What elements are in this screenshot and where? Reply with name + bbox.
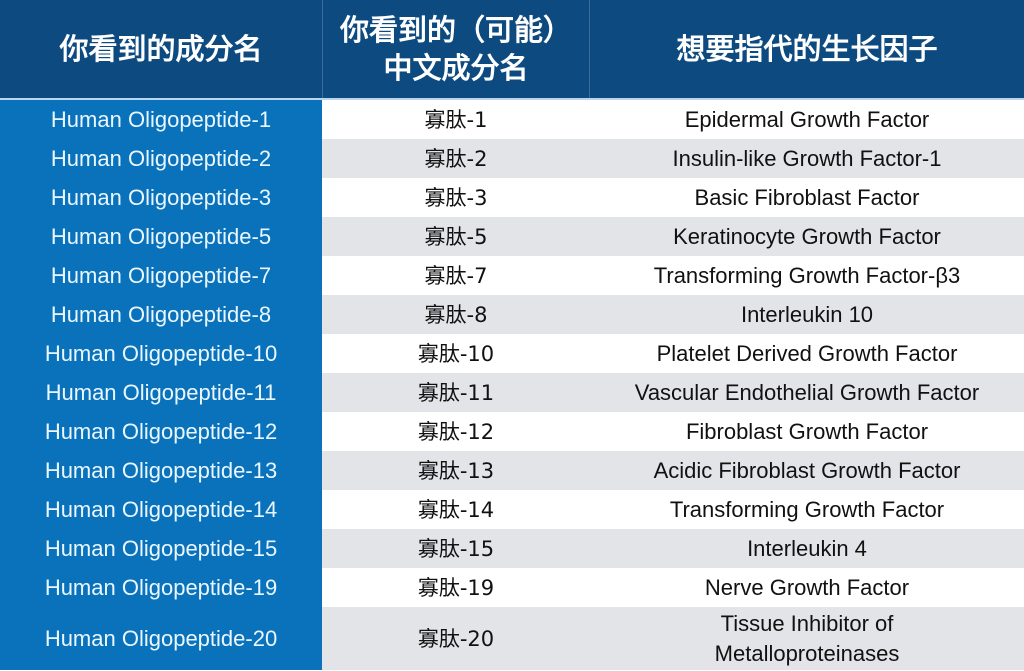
ingredient-name-cell: Human Oligopeptide-11 — [0, 373, 322, 412]
ingredient-name-cell: Human Oligopeptide-10 — [0, 334, 322, 373]
chinese-name-cell: 寡肽-11 — [322, 373, 590, 412]
ingredient-name-cell: Human Oligopeptide-14 — [0, 490, 322, 529]
table-row: Human Oligopeptide-10 寡肽-10 Platelet Der… — [0, 334, 1024, 373]
table-row: Human Oligopeptide-19 寡肽-19 Nerve Growth… — [0, 568, 1024, 607]
header-chinese-name: 你看到的（可能） 中文成分名 — [322, 0, 590, 98]
chinese-name-cell: 寡肽-8 — [322, 295, 590, 334]
growth-factor-cell: Acidic Fibroblast Growth Factor — [590, 451, 1024, 490]
chinese-name-cell: 寡肽-7 — [322, 256, 590, 295]
growth-factor-cell: Platelet Derived Growth Factor — [590, 334, 1024, 373]
growth-factor-cell: Interleukin 4 — [590, 529, 1024, 568]
growth-factor-cell: Basic Fibroblast Factor — [590, 178, 1024, 217]
header-growth-factor: 想要指代的生长因子 — [676, 32, 938, 66]
chinese-name-cell: 寡肽-10 — [322, 334, 590, 373]
ingredient-name-cell: Human Oligopeptide-3 — [0, 178, 322, 217]
ingredient-name-cell: Human Oligopeptide-13 — [0, 451, 322, 490]
table-row: Human Oligopeptide-15 寡肽-15 Interleukin … — [0, 529, 1024, 568]
chinese-name-cell: 寡肽-14 — [322, 490, 590, 529]
table-row: Human Oligopeptide-11 寡肽-11 Vascular End… — [0, 373, 1024, 412]
growth-factor-cell: Transforming Growth Factor-β3 — [590, 256, 1024, 295]
chinese-name-cell: 寡肽-12 — [322, 412, 590, 451]
table-row: Human Oligopeptide-5 寡肽-5 Keratinocyte G… — [0, 217, 1024, 256]
chinese-name-cell: 寡肽-1 — [322, 100, 590, 139]
ingredient-name-cell: Human Oligopeptide-5 — [0, 217, 322, 256]
growth-factor-cell: Epidermal Growth Factor — [590, 100, 1024, 139]
table-body: Human Oligopeptide-1 寡肽-1 Epidermal Grow… — [0, 100, 1024, 670]
table-row: Human Oligopeptide-12 寡肽-12 Fibroblast G… — [0, 412, 1024, 451]
table-row: Human Oligopeptide-1 寡肽-1 Epidermal Grow… — [0, 100, 1024, 139]
table-row: Human Oligopeptide-7 寡肽-7 Transforming G… — [0, 256, 1024, 295]
growth-factor-cell: Vascular Endothelial Growth Factor — [590, 373, 1024, 412]
growth-factor-cell: Interleukin 10 — [590, 295, 1024, 334]
ingredient-name-cell: Human Oligopeptide-2 — [0, 139, 322, 178]
table-row: Human Oligopeptide-20 寡肽-20 Tissue Inhib… — [0, 607, 1024, 670]
growth-factor-cell: Keratinocyte Growth Factor — [590, 217, 1024, 256]
chinese-name-cell: 寡肽-20 — [322, 607, 590, 670]
table-row: Human Oligopeptide-13 寡肽-13 Acidic Fibro… — [0, 451, 1024, 490]
ingredient-name-cell: Human Oligopeptide-12 — [0, 412, 322, 451]
ingredient-name-cell: Human Oligopeptide-19 — [0, 568, 322, 607]
header-chinese-name-line1: 你看到的（可能） — [339, 13, 572, 47]
growth-factor-cell: Nerve Growth Factor — [590, 568, 1024, 607]
ingredient-name-cell: Human Oligopeptide-8 — [0, 295, 322, 334]
growth-factor-cell: Tissue Inhibitor of Metalloproteinases — [590, 607, 1024, 670]
table-row: Human Oligopeptide-8 寡肽-8 Interleukin 10 — [0, 295, 1024, 334]
ingredient-name-cell: Human Oligopeptide-20 — [0, 607, 322, 670]
growth-factor-cell: Transforming Growth Factor — [590, 490, 1024, 529]
header-ingredient-name: 你看到的成分名 — [59, 32, 263, 66]
chinese-name-cell: 寡肽-15 — [322, 529, 590, 568]
growth-factor-cell: Insulin-like Growth Factor-1 — [590, 139, 1024, 178]
growth-factor-cell: Fibroblast Growth Factor — [590, 412, 1024, 451]
table-header: 你看到的成分名 你看到的（可能） 中文成分名 想要指代的生长因子 — [0, 0, 1024, 100]
chinese-name-cell: 寡肽-5 — [322, 217, 590, 256]
ingredient-name-cell: Human Oligopeptide-1 — [0, 100, 322, 139]
growth-factor-line1: Tissue Inhibitor of — [720, 610, 894, 636]
table-row: Human Oligopeptide-3 寡肽-3 Basic Fibrobla… — [0, 178, 1024, 217]
chinese-name-cell: 寡肽-19 — [322, 568, 590, 607]
ingredient-name-cell: Human Oligopeptide-7 — [0, 256, 322, 295]
table-row: Human Oligopeptide-2 寡肽-2 Insulin-like G… — [0, 139, 1024, 178]
chinese-name-cell: 寡肽-2 — [322, 139, 590, 178]
chinese-name-cell: 寡肽-3 — [322, 178, 590, 217]
growth-factor-line2: Metalloproteinases — [714, 640, 900, 666]
table-row: Human Oligopeptide-14 寡肽-14 Transforming… — [0, 490, 1024, 529]
ingredient-name-cell: Human Oligopeptide-15 — [0, 529, 322, 568]
chinese-name-cell: 寡肽-13 — [322, 451, 590, 490]
header-chinese-name-line2: 中文成分名 — [383, 51, 529, 85]
